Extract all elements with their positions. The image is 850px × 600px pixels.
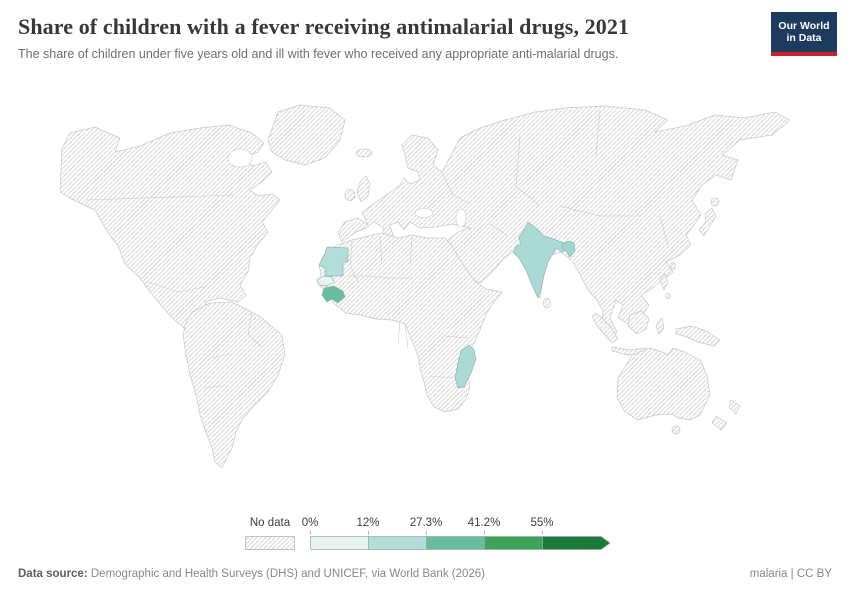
hudson-bay [227,148,253,168]
region-philippines [659,273,669,291]
region-sumatra [591,312,619,344]
country-madagascar[interactable] [454,344,477,389]
data-source-line: Data source: Demographic and Health Surv… [18,568,485,580]
country-india[interactable] [512,221,570,299]
region-north-america [59,124,281,337]
owid-logo[interactable]: Our World in Data [771,12,837,56]
region-ireland [344,189,356,201]
region-greenland [267,104,346,166]
data-source-label: Data source: [18,568,88,580]
no-data-label: No data [249,517,291,529]
legend-tick-0: 0% [301,517,319,529]
region-new-guinea [675,325,721,347]
region-taiwan [670,262,676,270]
borders-north-america [84,194,236,293]
legend-tickmark-2 [426,531,427,535]
license-text[interactable]: malaria | CC BY [749,568,832,580]
owid-logo-red-bar [771,52,837,56]
region-new-zealand-south [711,415,728,431]
legend-bin-4[interactable] [484,536,543,550]
world-map-svg [59,104,791,469]
borders-asia [441,109,669,247]
country-mauritania[interactable] [318,246,349,277]
region-great-britain [356,175,371,203]
legend-tick-4: 55% [530,517,554,529]
legend-tickmark-1 [368,531,369,535]
owid-logo-line2: in Data [786,32,822,44]
legend-color-bar[interactable] [310,536,612,550]
country-guinea[interactable] [321,285,346,304]
legend-bin-3[interactable] [426,536,485,550]
owid-logo-box: Our World in Data [771,12,837,52]
region-sulawesi [655,317,665,335]
legend-bin-5-arrow[interactable] [542,536,611,550]
caspian-sea [455,208,467,228]
region-new-zealand-north [728,399,741,415]
borders-south-america [203,311,263,389]
region-iceland [355,148,373,158]
world-map [0,96,850,508]
owid-logo-line1: Our World [778,19,830,32]
chart-footer: Data source: Demographic and Health Surv… [18,568,832,580]
chart-title: Share of children with a fever receiving… [18,14,630,39]
no-data-swatch[interactable] [245,536,295,550]
data-source-text: Demographic and Health Surveys (DHS) and… [87,568,486,580]
region-south-america [182,301,286,469]
legend-tickmark-0 [310,531,311,535]
region-japan [698,207,717,237]
region-eurasia [337,105,791,341]
legend-tickmark-3 [484,531,485,535]
chart-header: Share of children with a fever receiving… [18,14,760,61]
chart-subtitle: The share of children under five years o… [18,47,619,61]
region-sri-lanka [543,297,551,309]
country-bangladesh[interactable] [561,240,576,258]
legend-tickmark-4 [542,531,543,535]
legend-tick-1: 12% [356,517,380,529]
black-sea [414,208,434,218]
legend-tick-3: 41.2% [467,517,501,529]
map-legend: No data 0% 12% 27.3% 41.2% 55% [0,514,850,556]
region-hokkaido [710,197,720,207]
legend-bin-2[interactable] [368,536,427,550]
region-mindanao [665,293,671,299]
legend-bin-1[interactable] [310,536,369,550]
legend-tick-2: 27.3% [409,517,443,529]
region-borneo [627,310,650,335]
region-australia [616,347,711,421]
region-tasmania [671,425,681,435]
country-senegal[interactable] [316,275,335,287]
borders-africa [348,235,469,379]
